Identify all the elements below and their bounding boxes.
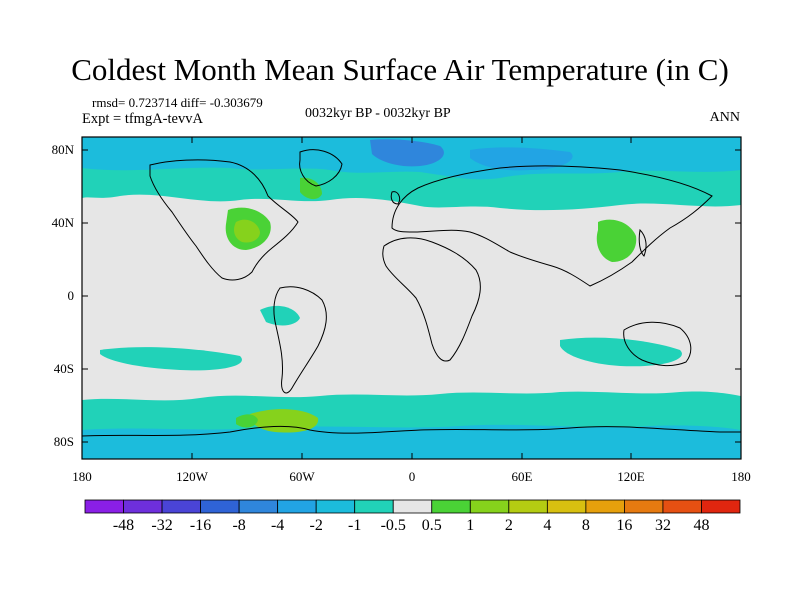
lon-tick-label: 60W xyxy=(289,469,315,484)
colorbar-swatch xyxy=(84,499,124,514)
colorbar-swatch xyxy=(277,499,317,514)
colorbar-swatch xyxy=(354,499,394,514)
coast-antarctica xyxy=(82,425,741,437)
coastlines xyxy=(82,149,741,437)
colorbar-label: 0.5 xyxy=(421,517,442,534)
colorbar-label: 2 xyxy=(504,517,513,534)
colorbar-swatch xyxy=(238,499,279,514)
anomaly-field xyxy=(82,137,741,459)
colorbar-swatch xyxy=(701,499,741,514)
colorbar-swatch xyxy=(123,499,163,514)
colorbar-swatch xyxy=(469,499,510,514)
colorbar-label: 32 xyxy=(654,517,671,534)
colorbar-label: -1 xyxy=(348,517,362,534)
lat-tick-label: 0 xyxy=(67,288,75,303)
colorbar-swatch xyxy=(315,499,356,514)
lon-tick-label: 180 xyxy=(731,469,751,484)
coast-japan xyxy=(638,228,647,257)
latitude-ticks xyxy=(82,149,741,443)
coast-africa xyxy=(382,237,481,362)
season-label: ANN xyxy=(709,110,740,125)
lat-tick-label: 80S xyxy=(53,434,74,449)
lon-tick-label: 180 xyxy=(72,469,92,484)
colorbar-label: 4 xyxy=(543,517,552,534)
colorbar-swatch xyxy=(392,499,433,514)
stats-line: rmsd= 0.723714 diff= -0.303679 xyxy=(92,95,263,110)
east-asia-warm xyxy=(596,219,637,262)
colorbar-label: -4 xyxy=(270,517,285,534)
north-america-warm-core xyxy=(234,219,260,243)
south-pacific-cool xyxy=(100,347,242,371)
southern-ocean-core xyxy=(82,424,741,459)
colorbar-swatch xyxy=(431,499,471,514)
colorbar-label: -48 xyxy=(112,517,135,534)
coast-eurasia xyxy=(391,165,713,287)
period-label: 0032kyr BP - 0032kyr BP xyxy=(305,106,451,121)
colorbar-label: -16 xyxy=(189,517,212,534)
colorbar-swatch xyxy=(585,499,625,514)
lon-tick-label: 120W xyxy=(176,469,208,484)
colorbar-label: -0.5 xyxy=(380,517,406,534)
lat-tick-label: 40N xyxy=(51,215,74,230)
indian-ocean-cool xyxy=(560,337,682,367)
colorbar-swatch xyxy=(161,499,201,514)
colorbar-label: 8 xyxy=(581,517,590,534)
lon-tick-label: 60E xyxy=(511,469,533,484)
colorbar xyxy=(84,499,741,514)
arctic-anomaly-strong xyxy=(370,139,444,167)
colorbar-label: -8 xyxy=(232,517,246,534)
lat-tick-label: 40S xyxy=(53,361,74,376)
coast-australia xyxy=(623,321,692,367)
antarctic-peninsula-warm-edge xyxy=(236,414,258,428)
colorbar-swatch xyxy=(200,499,240,514)
coast-north-america xyxy=(149,159,299,281)
colorbar-label: -32 xyxy=(151,517,173,534)
pacific-cool-patch xyxy=(260,305,300,326)
colorbar-swatch xyxy=(662,499,702,514)
coast-greenland xyxy=(299,149,343,187)
coast-south-america xyxy=(273,286,327,394)
colorbar-label: 48 xyxy=(693,517,710,534)
experiment-label: Expt = tfmgA-tevvA xyxy=(82,111,203,127)
colorbar-swatch xyxy=(508,499,548,514)
lat-tick-label: 80N xyxy=(51,142,74,157)
colorbar-swatch xyxy=(546,499,587,514)
map-title: Coldest Month Mean Surface Air Temperatu… xyxy=(71,52,729,87)
lon-tick-label: 0 xyxy=(408,469,416,484)
colorbar-swatch xyxy=(624,499,664,514)
colorbar-label: 16 xyxy=(616,517,633,534)
greenland-warm xyxy=(300,177,322,200)
coast-britain xyxy=(390,191,401,205)
colorbar-label: -2 xyxy=(309,517,323,534)
longitude-ticks xyxy=(81,137,742,459)
lon-tick-label: 120E xyxy=(617,469,645,484)
colorbar-label: 1 xyxy=(466,517,475,534)
siberia-cool xyxy=(470,147,573,171)
